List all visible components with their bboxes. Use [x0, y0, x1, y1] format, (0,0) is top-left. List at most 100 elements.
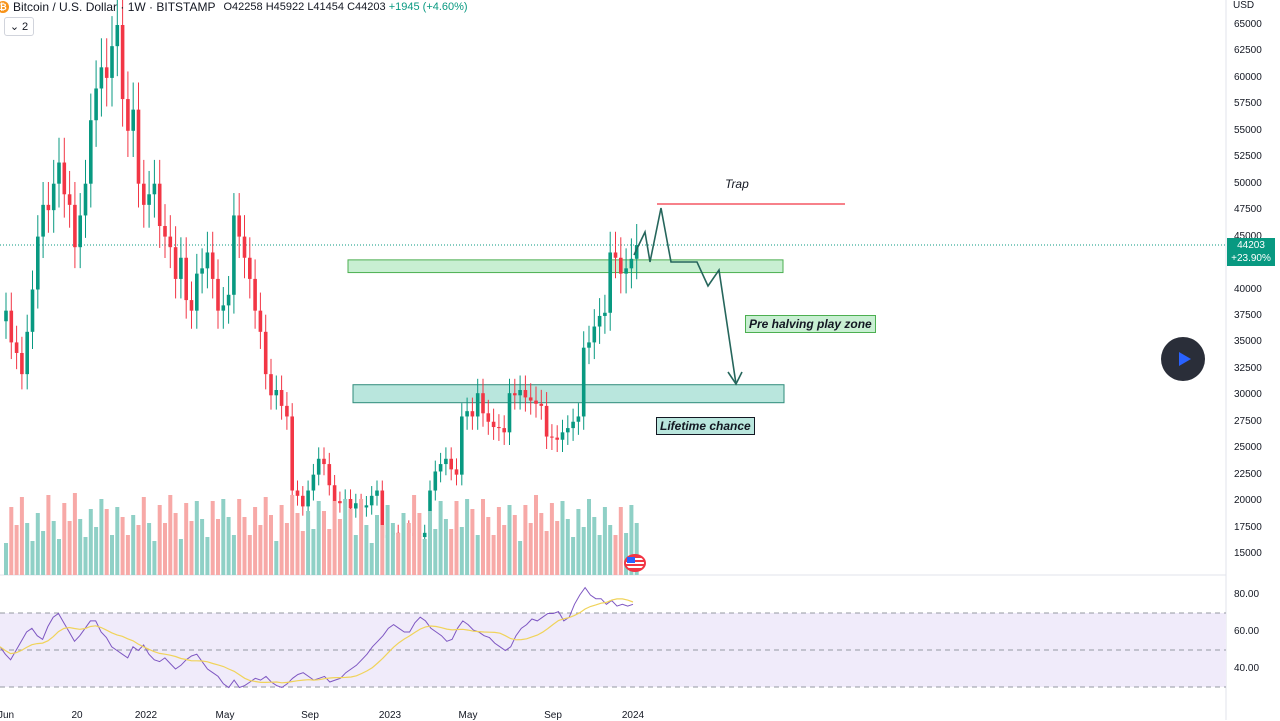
candle-body [513, 393, 517, 396]
candle-body [89, 120, 93, 184]
us-flag-icon[interactable] [624, 554, 646, 572]
price-tick: 32500 [1234, 362, 1262, 374]
time-tick: May [458, 710, 478, 721]
volume-bar [422, 539, 427, 575]
price-tick: 57500 [1234, 98, 1262, 110]
lifetime-chance-label[interactable]: Lifetime chance [656, 417, 755, 435]
indicators-toggle[interactable]: ⌄ 2 [4, 17, 34, 36]
price-axis-unit[interactable]: USD [1233, 0, 1255, 11]
volume-bar [120, 517, 125, 575]
volume-bar [25, 523, 30, 575]
candle-body [290, 416, 294, 491]
candle-body [322, 458, 326, 465]
volume-bar [104, 509, 109, 575]
volume-bar [184, 503, 189, 575]
support-zone [352, 384, 785, 404]
candle-body [544, 405, 549, 437]
candle-body [152, 183, 157, 195]
candle-body [232, 215, 236, 295]
candle-body [51, 183, 56, 211]
candle-body [603, 312, 607, 316]
candle-body [136, 109, 141, 184]
candle-body [550, 436, 554, 438]
volume-bar [470, 509, 475, 575]
symbol-header: ₿ Bitcoin / U.S. Dollar · 1W · BITSTAMP … [0, 0, 468, 14]
candle-body [179, 257, 183, 279]
time-tick: Sep [301, 710, 319, 721]
high-value: H45922 [265, 1, 305, 13]
volume-bar [539, 513, 544, 575]
volume-bar [576, 509, 581, 575]
candle-body [189, 300, 194, 311]
volume-bar [380, 525, 385, 575]
candle-body [576, 416, 581, 422]
volume-bar [629, 505, 634, 575]
volume-bar [481, 499, 485, 575]
candle-body [120, 25, 125, 100]
candle-body [237, 215, 241, 237]
candle-body [83, 183, 88, 216]
rsi-tick: 60.00 [1234, 626, 1260, 637]
volume-bar [375, 515, 379, 575]
trap-label[interactable]: Trap [725, 177, 749, 191]
price-tick: 45000 [1234, 230, 1262, 242]
pre-halving-label[interactable]: Pre halving play zone [745, 315, 876, 333]
candle-body [597, 315, 602, 327]
volume-bar [279, 505, 284, 575]
candle-body [269, 374, 273, 396]
volume-bar [428, 511, 432, 575]
volume-bar [438, 501, 443, 575]
candle-body [619, 257, 623, 274]
candle-body [205, 252, 210, 269]
change-value: +1945 (+4.60%) [388, 1, 468, 13]
volume-bar [274, 541, 279, 575]
play-button[interactable] [1161, 337, 1205, 381]
candle-body [36, 236, 40, 290]
candle-body [184, 257, 188, 301]
price-tick: 47500 [1234, 204, 1262, 216]
candle-body [518, 390, 522, 396]
volume-bar [94, 527, 99, 575]
candle-body [25, 331, 29, 375]
time-tick: Sep [544, 710, 562, 721]
volume-bar [491, 535, 496, 575]
candle-body [338, 501, 342, 504]
candle-body [242, 236, 247, 258]
time-tick: May [215, 710, 235, 721]
volume-bar [46, 495, 51, 575]
candle-body [9, 310, 14, 343]
volume-bar [189, 521, 194, 575]
volume-bar [284, 523, 289, 575]
volume-bar [496, 507, 501, 575]
volume-bar [337, 519, 342, 575]
volume-bar [634, 523, 639, 575]
volume-bar [269, 515, 273, 575]
candle-body [110, 46, 114, 78]
volume-bar [221, 499, 226, 575]
candle-body [528, 397, 533, 401]
candle-body [115, 25, 120, 47]
volume-bar [205, 537, 210, 575]
volume-bar [613, 535, 618, 575]
price-tick: 30000 [1234, 389, 1262, 401]
volume-bar [30, 541, 35, 575]
volume-bar [242, 517, 247, 575]
volume-bar [226, 517, 231, 575]
volume-bar [88, 509, 93, 575]
candle-body [126, 99, 130, 131]
volume-bar [560, 501, 565, 575]
candle-body [163, 226, 167, 237]
price-tick: 27500 [1234, 415, 1262, 427]
price-tick: 20000 [1234, 495, 1262, 507]
candle-body [173, 247, 178, 279]
volume-bar [364, 525, 369, 575]
candle-body [279, 390, 284, 406]
candle-body [41, 204, 45, 237]
price-tick: 50000 [1234, 177, 1262, 189]
volume-bar [35, 513, 40, 575]
symbol-title[interactable]: Bitcoin / U.S. Dollar · 1W · BITSTAMP [13, 0, 216, 14]
candle-body [502, 428, 506, 433]
volume-bar [316, 501, 321, 575]
candle-body [258, 310, 263, 332]
